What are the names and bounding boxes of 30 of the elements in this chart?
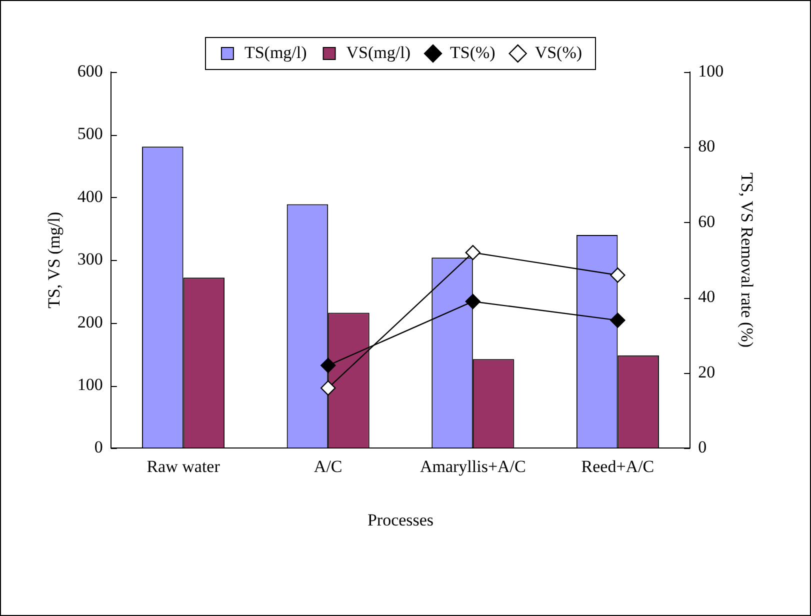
point xyxy=(465,244,480,260)
y2-tick-label: 20 xyxy=(698,362,716,382)
y2-tick-label: 40 xyxy=(698,287,716,306)
y2-tick-label: 0 xyxy=(698,438,707,457)
y2-tick-label: 100 xyxy=(698,61,724,80)
y-tick-label: 600 xyxy=(77,61,103,80)
y-tick-label: 100 xyxy=(77,374,103,394)
y-tick-label: 300 xyxy=(77,250,103,269)
legend-label: TS(mg/l) xyxy=(244,42,307,62)
point xyxy=(610,268,626,283)
point xyxy=(610,312,626,328)
x-tick-label: Amaryllis+A/C xyxy=(420,456,526,476)
y-tick-label: 0 xyxy=(94,438,103,457)
x-axis-title: Processes xyxy=(367,510,434,530)
legend-label: VS(mg/l) xyxy=(346,42,411,62)
x-tick-label: A/C xyxy=(314,456,342,476)
x-tick-label: Reed+A/C xyxy=(581,456,654,476)
y2-tick-label: 80 xyxy=(698,136,716,156)
point xyxy=(320,380,336,396)
point xyxy=(465,294,480,310)
legend-label: TS(%) xyxy=(450,42,496,62)
point xyxy=(320,358,336,374)
x-tick-label: Raw water xyxy=(146,456,220,476)
y-tick-label: 400 xyxy=(77,186,103,206)
y2-tick-label: 60 xyxy=(698,212,716,231)
y-axis-title: TS, VS (mg/l) xyxy=(44,212,64,308)
y2-axis-title: TS, VS Removal rate (%) xyxy=(737,172,756,348)
y-tick-label: 200 xyxy=(77,312,103,332)
legend-label: VS(%) xyxy=(534,42,582,62)
y-tick-label: 500 xyxy=(77,124,103,144)
